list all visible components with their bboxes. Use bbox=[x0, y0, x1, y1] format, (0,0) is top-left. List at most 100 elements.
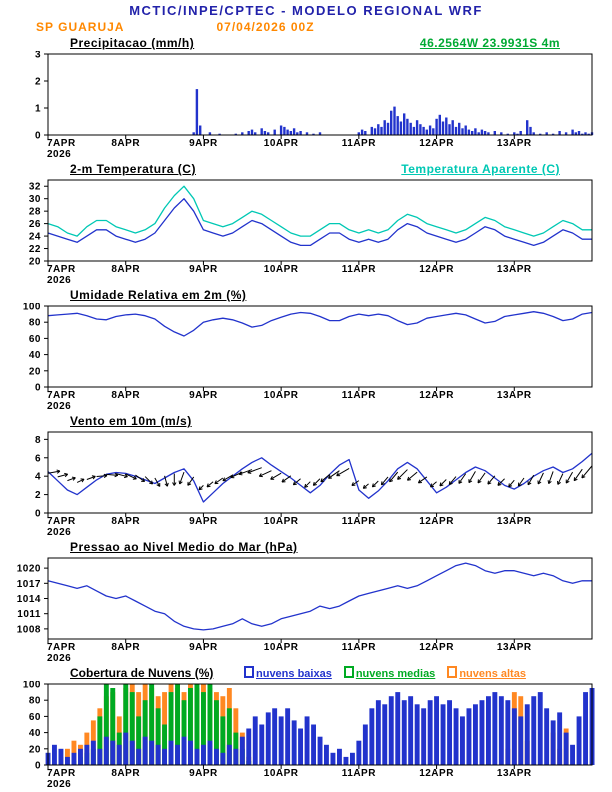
svg-text:11APR: 11APR bbox=[342, 516, 376, 527]
svg-text:11APR: 11APR bbox=[342, 264, 376, 275]
svg-text:80: 80 bbox=[29, 318, 41, 329]
panel-precipitation: Precipitacao (mm/h) 46.2564W 23.9931S 4m… bbox=[0, 36, 612, 162]
svg-text:10APR: 10APR bbox=[264, 390, 299, 401]
svg-text:1008: 1008 bbox=[17, 624, 41, 635]
panel-humidity-title: Umidade Relativa em 2m (%) bbox=[70, 288, 247, 302]
panel-temperature-title: 2-m Temperatura (C) bbox=[70, 162, 196, 176]
svg-text:8APR: 8APR bbox=[111, 642, 140, 653]
svg-text:100: 100 bbox=[23, 681, 41, 691]
panel-pressure: Pressao ao Nivel Medio do Mar (hPa) 1008… bbox=[0, 540, 612, 666]
panel-clouds: Cobertura de Nuvens (%) nuvens baixas nu… bbox=[0, 666, 612, 792]
panel-pressure-title-row: Pressao ao Nivel Medio do Mar (hPa) bbox=[0, 540, 612, 555]
svg-text:12APR: 12APR bbox=[419, 138, 454, 149]
svg-text:13APR: 13APR bbox=[497, 516, 532, 527]
svg-text:13APR: 13APR bbox=[497, 642, 532, 653]
high-clouds-swatch-icon bbox=[447, 666, 458, 678]
svg-text:1014: 1014 bbox=[17, 594, 41, 605]
svg-text:26: 26 bbox=[29, 219, 41, 230]
low-clouds-swatch-icon bbox=[244, 666, 254, 678]
svg-text:0: 0 bbox=[35, 131, 41, 142]
svg-text:11APR: 11APR bbox=[342, 768, 376, 779]
svg-text:11APR: 11APR bbox=[342, 390, 376, 401]
mid-clouds-swatch-icon bbox=[343, 666, 354, 678]
svg-text:12APR: 12APR bbox=[419, 768, 454, 779]
svg-text:9APR: 9APR bbox=[189, 642, 218, 653]
svg-text:11APR: 11APR bbox=[342, 138, 376, 149]
svg-text:13APR: 13APR bbox=[497, 768, 532, 779]
panel-wind: Vento em 10m (m/s) 0 2 4 6 8 7APR 2026 8APR 9APR… bbox=[0, 414, 612, 540]
svg-text:6: 6 bbox=[35, 453, 41, 464]
svg-text:24: 24 bbox=[29, 232, 41, 243]
svg-text:10APR: 10APR bbox=[264, 516, 299, 527]
svg-text:40: 40 bbox=[29, 350, 41, 361]
svg-text:10APR: 10APR bbox=[264, 138, 299, 149]
svg-text:20: 20 bbox=[29, 257, 41, 268]
panel-temperature-title-row: 2-m Temperatura (C) Temperatura Aparente… bbox=[0, 162, 612, 177]
svg-text:1017: 1017 bbox=[17, 579, 41, 590]
svg-text:0: 0 bbox=[35, 383, 41, 394]
svg-text:2: 2 bbox=[35, 490, 41, 501]
svg-text:7APR: 7APR bbox=[47, 390, 76, 401]
legend-low-clouds: nuvens baixas bbox=[244, 666, 332, 682]
svg-text:8APR: 8APR bbox=[111, 390, 140, 401]
station-name: SP GUARUJA bbox=[36, 20, 125, 34]
cloud-legend: nuvens baixas nuvens medias nuvens altas bbox=[244, 666, 526, 682]
svg-text:0: 0 bbox=[35, 761, 41, 772]
svg-text:8APR: 8APR bbox=[111, 138, 140, 149]
svg-text:7APR: 7APR bbox=[47, 138, 76, 149]
svg-text:2: 2 bbox=[35, 77, 41, 88]
panel-humidity-title-row: Umidade Relativa em 2m (%) bbox=[0, 288, 612, 303]
svg-text:9APR: 9APR bbox=[189, 768, 218, 779]
svg-text:30: 30 bbox=[29, 194, 41, 205]
panel-precipitation-title-row: Precipitacao (mm/h) 46.2564W 23.9931S 4m bbox=[0, 36, 612, 51]
svg-text:9APR: 9APR bbox=[189, 390, 218, 401]
svg-text:60: 60 bbox=[29, 712, 41, 723]
svg-text:13APR: 13APR bbox=[497, 264, 532, 275]
apparent-temperature-label: Temperatura Aparente (C) bbox=[401, 162, 560, 176]
run-datetime: 07/04/2026 00Z bbox=[216, 20, 315, 34]
svg-text:2026: 2026 bbox=[47, 275, 71, 286]
svg-text:22: 22 bbox=[29, 244, 41, 255]
svg-text:12APR: 12APR bbox=[419, 642, 454, 653]
svg-text:8APR: 8APR bbox=[111, 264, 140, 275]
svg-text:7APR: 7APR bbox=[47, 642, 76, 653]
svg-text:9APR: 9APR bbox=[189, 138, 218, 149]
svg-text:2026: 2026 bbox=[47, 653, 71, 664]
svg-text:28: 28 bbox=[29, 207, 41, 218]
svg-text:12APR: 12APR bbox=[419, 264, 454, 275]
svg-text:11APR: 11APR bbox=[342, 642, 376, 653]
panel-clouds-title: Cobertura de Nuvens (%) bbox=[70, 666, 214, 680]
svg-text:7APR: 7APR bbox=[47, 264, 76, 275]
panel-pressure-title: Pressao ao Nivel Medio do Mar (hPa) bbox=[70, 540, 298, 554]
svg-text:2026: 2026 bbox=[47, 401, 71, 412]
svg-text:1011: 1011 bbox=[17, 609, 41, 620]
header: MCTIC/INPE/CPTEC - MODELO REGIONAL WRF S… bbox=[0, 0, 612, 36]
svg-text:13APR: 13APR bbox=[497, 138, 532, 149]
svg-text:10APR: 10APR bbox=[264, 768, 299, 779]
svg-text:1: 1 bbox=[35, 104, 41, 115]
station-location-label: 46.2564W 23.9931S 4m bbox=[419, 36, 560, 50]
svg-text:2026: 2026 bbox=[47, 779, 71, 790]
svg-text:0: 0 bbox=[35, 509, 41, 520]
panel-humidity: Umidade Relativa em 2m (%) 0 20 40 60 80 100 7… bbox=[0, 288, 612, 414]
panel-clouds-title-row: Cobertura de Nuvens (%) nuvens baixas nu… bbox=[0, 666, 612, 681]
legend-high-clouds: nuvens altas bbox=[447, 666, 526, 682]
svg-text:32: 32 bbox=[29, 182, 41, 193]
svg-text:10APR: 10APR bbox=[264, 264, 299, 275]
svg-text:10APR: 10APR bbox=[264, 642, 299, 653]
svg-text:8: 8 bbox=[35, 435, 41, 446]
svg-text:20: 20 bbox=[29, 744, 41, 755]
svg-text:100: 100 bbox=[23, 303, 41, 313]
svg-text:7APR: 7APR bbox=[47, 768, 76, 779]
svg-text:12APR: 12APR bbox=[419, 516, 454, 527]
svg-text:9APR: 9APR bbox=[189, 516, 218, 527]
svg-text:2026: 2026 bbox=[47, 527, 71, 538]
svg-text:12APR: 12APR bbox=[419, 390, 454, 401]
panel-wind-title-row: Vento em 10m (m/s) bbox=[0, 414, 612, 429]
